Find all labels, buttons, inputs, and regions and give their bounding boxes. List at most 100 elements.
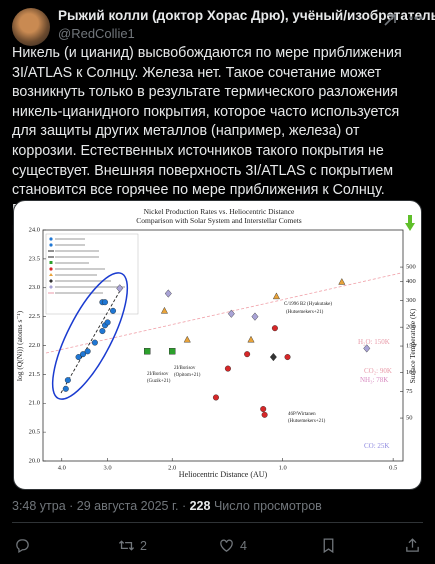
bookmark-button[interactable] — [320, 537, 337, 554]
point — [269, 352, 277, 362]
point — [338, 278, 346, 285]
y2-axis-label: Surface Temperature (K) — [408, 308, 417, 383]
y-tick-label: 20.5 — [29, 429, 40, 436]
point — [84, 348, 91, 355]
divider — [12, 522, 423, 523]
point — [363, 344, 371, 353]
point — [272, 292, 280, 300]
annotation: 2I/Borisov — [174, 366, 196, 371]
x-tick-label: 4.0 — [58, 464, 66, 471]
point — [271, 325, 278, 332]
author-handle[interactable]: @RedCollie1 — [58, 26, 135, 41]
retweet-icon — [118, 540, 135, 551]
grok-icon[interactable] — [382, 12, 398, 28]
point — [110, 307, 117, 314]
y2-tick-label: 150 — [406, 343, 416, 350]
point — [244, 351, 251, 358]
share-button[interactable] — [404, 537, 421, 554]
point — [144, 348, 151, 355]
point — [169, 348, 176, 355]
y2-tick-label: 75 — [406, 388, 413, 395]
y-tick-label: 21.5 — [29, 371, 40, 378]
views-label: Число просмотров — [213, 499, 322, 513]
bookmark-icon — [323, 538, 334, 554]
temperature-label: NH₃: 78K — [360, 376, 388, 384]
y-axis-label: log (Q(Ni)) (atoms s⁻¹) — [15, 310, 24, 381]
trend-line — [45, 272, 402, 354]
legend — [45, 233, 139, 315]
y-tick-label: 23.0 — [29, 284, 40, 291]
annotation: 2I/Borisov — [147, 372, 169, 377]
x-tick-label: 3.0 — [104, 464, 112, 471]
x-tick-label: 0.5 — [389, 464, 397, 471]
point — [251, 312, 259, 321]
point — [64, 377, 71, 384]
chart-title: Nickel Production Rates vs. Heliocentric… — [144, 207, 295, 216]
y2-tick-label: 200 — [406, 324, 416, 331]
point — [164, 289, 172, 298]
point — [227, 309, 235, 318]
temperature-label: H₂O: 150K — [358, 338, 390, 346]
annotation: C/1996 B2 (Hyakutake) — [284, 302, 332, 307]
annotation: (Guzik+21) — [147, 379, 171, 384]
y-tick-label: 21.0 — [29, 400, 40, 407]
retweet-count: 2 — [140, 538, 147, 553]
like-count: 4 — [240, 538, 247, 553]
annotation: (Hutsemekers+21) — [286, 310, 324, 315]
y-tick-label: 20.0 — [29, 457, 40, 464]
point — [104, 319, 111, 326]
like-icon — [220, 539, 233, 552]
highlight-ellipse — [51, 272, 129, 400]
post-image[interactable]: Nickel Production Rates vs. Heliocentric… — [13, 200, 422, 490]
x-axis-label: Heliocentric Distance (AU) — [179, 470, 268, 479]
y-tick-label: 22.0 — [29, 342, 40, 349]
point — [260, 406, 267, 413]
point — [75, 354, 82, 361]
post-meta: 3:48 утра · 29 августа 2025 г. · 228 Чис… — [12, 499, 322, 513]
retweet-button[interactable]: 2 — [118, 537, 147, 554]
point — [183, 335, 191, 343]
legend-entries — [48, 237, 125, 294]
fit-line — [60, 288, 122, 394]
chart-subtitle: Comparison with Solar System and Interst… — [136, 216, 301, 225]
point — [247, 335, 255, 343]
y-tick-label: 22.5 — [29, 313, 40, 320]
point — [116, 284, 124, 293]
point — [80, 351, 87, 358]
point — [261, 411, 268, 418]
y-tick-label: 24.0 — [29, 226, 40, 233]
annotation: (Opitom+21) — [174, 373, 201, 378]
y2-tick-label: 500 — [406, 264, 416, 271]
chart: Nickel Production Rates vs. Heliocentric… — [15, 207, 417, 479]
x-tick-label: 1.0 — [279, 464, 287, 471]
temperature-label: CO₂: 90K — [364, 367, 392, 375]
point — [99, 328, 106, 335]
x-tick-label: 2.0 — [168, 464, 176, 471]
y2-tick-label: 300 — [406, 297, 416, 304]
y2-tick-label: 50 — [406, 415, 413, 422]
avatar[interactable] — [12, 8, 50, 46]
point — [62, 385, 69, 392]
point — [284, 354, 291, 361]
y2-tick-label: 400 — [406, 278, 416, 285]
temperature-label: CO: 25K — [364, 442, 389, 450]
point — [224, 365, 231, 372]
annotation: 46P/Wirtanen — [288, 412, 316, 417]
view-count: 228 — [189, 499, 211, 513]
point — [91, 339, 98, 346]
author-name[interactable]: Рыжий колли (доктор Хорас Дрю), учёный/и… — [58, 8, 435, 23]
timestamp[interactable]: 3:48 утра · 29 августа 2025 г. · — [12, 499, 187, 513]
annotation: (Hutsemekers+21) — [288, 419, 326, 424]
more-button[interactable] — [408, 14, 424, 22]
point — [160, 306, 168, 314]
y-tick-label: 23.5 — [29, 255, 40, 262]
reply-button[interactable] — [14, 537, 31, 554]
like-button[interactable]: 4 — [218, 537, 247, 554]
author-name-text[interactable]: Рыжий колли (доктор Хорас Дрю), учёный/и… — [58, 8, 435, 23]
share-icon — [406, 538, 419, 552]
point — [101, 299, 108, 306]
y2-tick-label: 100 — [406, 369, 416, 376]
point — [212, 394, 219, 401]
